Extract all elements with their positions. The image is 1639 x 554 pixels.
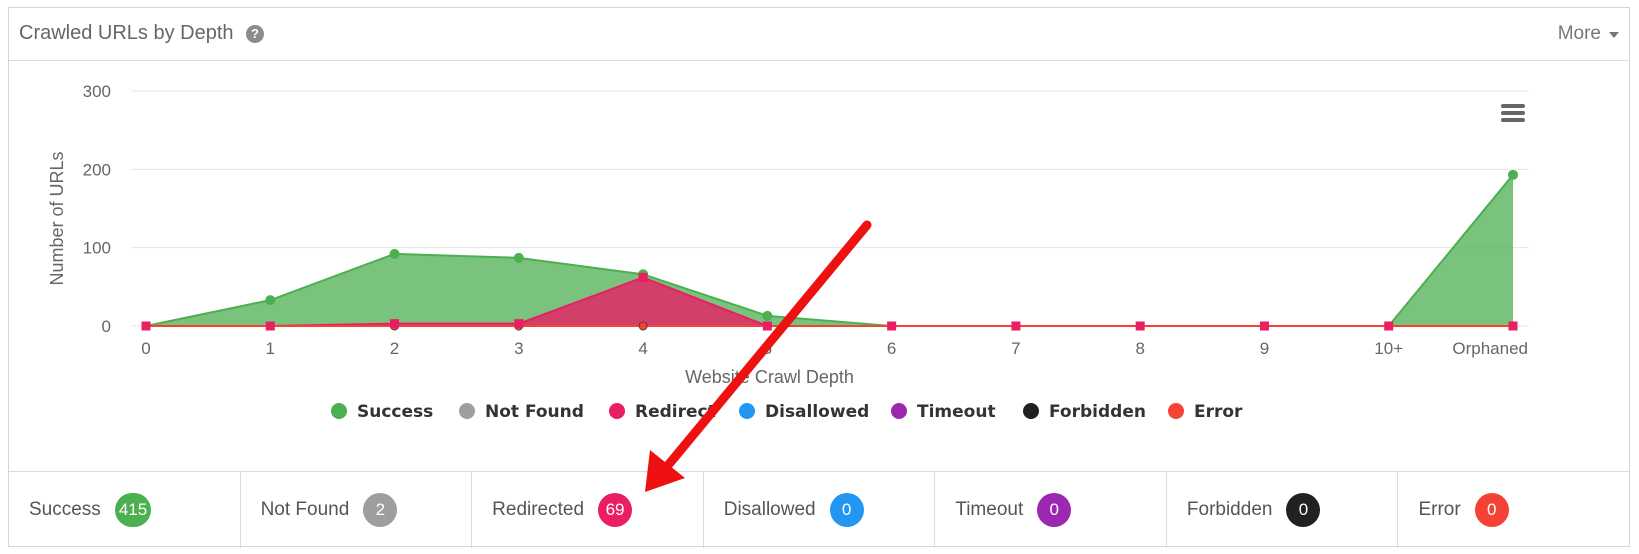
- chart-areas: [145, 174, 1514, 327]
- x-tick-label: 8: [1135, 339, 1144, 358]
- count-badge: 415: [114, 493, 152, 527]
- hamburger-menu-icon[interactable]: [1501, 104, 1525, 122]
- count-badge: 0: [1286, 493, 1321, 527]
- legend-item-not-found[interactable]: Not Found: [459, 402, 584, 422]
- legend-item-forbidden[interactable]: Forbidden: [1023, 402, 1146, 422]
- stat-label: Error: [1418, 499, 1461, 520]
- caret-down-icon[interactable]: [1609, 32, 1619, 38]
- point-redirect[interactable]: [514, 319, 524, 329]
- point-success[interactable]: [389, 248, 400, 259]
- x-axis-ticks: 0 1 2 3 4 5 6 7 8 9 10+ Orphaned: [141, 339, 1528, 358]
- point-redirect[interactable]: [141, 321, 151, 331]
- point-success[interactable]: [265, 295, 276, 306]
- x-tick-label: 3: [514, 339, 523, 358]
- stat-success[interactable]: Success 415: [9, 472, 241, 548]
- legend-marker: [331, 403, 347, 419]
- count-badge: 0: [1037, 493, 1072, 527]
- stat-label: Disallowed: [723, 499, 816, 520]
- chart-markers: [141, 169, 1518, 331]
- stat-label: Not Found: [260, 499, 350, 520]
- x-tick-label: 6: [887, 339, 896, 358]
- count-badge: 69: [598, 493, 633, 527]
- point-redirect[interactable]: [1508, 321, 1518, 331]
- point-success[interactable]: [762, 310, 773, 321]
- stat-label: Redirected: [492, 499, 585, 520]
- x-axis-title: Website Crawl Depth: [685, 367, 854, 387]
- x-tick-label: 1: [266, 339, 275, 358]
- legend-marker: [459, 403, 475, 419]
- point-error[interactable]: [638, 321, 648, 331]
- stat-timeout[interactable]: Timeout 0: [935, 472, 1167, 548]
- point-success[interactable]: [1508, 169, 1518, 180]
- legend-label: Timeout: [917, 402, 996, 422]
- crawl-depth-chart: 0 1 2 3 4 5 6 7 8 9 10+ Orphaned 0 100 200 300 Website…: [47, 82, 1529, 422]
- count-badge: 2: [363, 493, 398, 527]
- stat-label: Success: [29, 499, 101, 520]
- crawled-urls-panel: Crawled URLs by Depth ? More 0 1 2 3 4 5 6 7 8 9 1…: [8, 7, 1630, 548]
- x-tick-label: 10+: [1374, 339, 1403, 358]
- count-badge: 0: [1474, 493, 1509, 527]
- chart-legend: Success Not Found Redirect Disallowed Timeou…: [331, 402, 1243, 422]
- count-badge: 0: [829, 493, 864, 527]
- stat-forbidden[interactable]: Forbidden 0: [1167, 472, 1399, 548]
- x-tick-label: 4: [638, 339, 647, 358]
- question-circle-icon[interactable]: ?: [246, 25, 264, 43]
- stat-label: Forbidden: [1186, 499, 1273, 520]
- legend-marker: [891, 403, 907, 419]
- legend-marker: [1168, 403, 1184, 419]
- point-redirect[interactable]: [390, 319, 400, 329]
- stat-error[interactable]: Error 0: [1398, 472, 1629, 548]
- legend-marker: [739, 403, 755, 419]
- panel-title: Crawled URLs by Depth: [19, 22, 234, 44]
- legend-item-timeout[interactable]: Timeout: [891, 402, 996, 422]
- legend-label: Disallowed: [765, 402, 869, 422]
- point-redirect[interactable]: [887, 321, 897, 331]
- point-redirect[interactable]: [1384, 321, 1394, 331]
- area-success: [146, 174, 1513, 326]
- point-success[interactable]: [513, 252, 524, 263]
- legend-label: Error: [1194, 402, 1243, 422]
- legend-item-error[interactable]: Error: [1168, 402, 1243, 422]
- point-redirect[interactable]: [1011, 321, 1021, 331]
- x-tick-label: Orphaned: [1452, 339, 1528, 358]
- stat-label: Timeout: [955, 499, 1024, 520]
- point-redirect[interactable]: [1259, 321, 1269, 331]
- legend-item-success[interactable]: Success: [331, 402, 433, 422]
- legend-item-redirect[interactable]: Redirect: [609, 402, 716, 422]
- legend-item-disallowed[interactable]: Disallowed: [739, 402, 869, 422]
- stat-disallowed[interactable]: Disallowed 0: [704, 472, 936, 548]
- point-redirect[interactable]: [265, 321, 275, 331]
- x-tick-label: 5: [763, 339, 772, 358]
- point-redirect[interactable]: [762, 321, 772, 331]
- y-tick-label: 100: [83, 239, 111, 258]
- y-axis-ticks: 0 100 200 300: [83, 82, 111, 336]
- legend-label: Not Found: [485, 402, 584, 422]
- stat-redirected[interactable]: Redirected 69: [472, 472, 704, 548]
- legend-label: Redirect: [635, 402, 716, 422]
- y-tick-label: 300: [83, 82, 111, 101]
- x-tick-label: 9: [1260, 339, 1269, 358]
- x-tick-label: 2: [390, 339, 399, 358]
- y-axis-title: Number of URLs: [47, 151, 67, 285]
- y-tick-label: 200: [83, 160, 111, 179]
- point-redirect[interactable]: [638, 272, 648, 282]
- stat-not-found[interactable]: Not Found 2: [241, 472, 473, 548]
- x-tick-label: 0: [141, 339, 150, 358]
- legend-label: Forbidden: [1049, 402, 1146, 422]
- point-redirect[interactable]: [1135, 321, 1145, 331]
- y-tick-label: 0: [102, 317, 111, 336]
- x-tick-label: 7: [1011, 339, 1020, 358]
- stats-bar: Success 415 Not Found 2 Redirected 69 Disallow…: [9, 471, 1629, 548]
- legend-marker: [1023, 403, 1039, 419]
- legend-marker: [609, 403, 625, 419]
- more-button[interactable]: More: [1557, 23, 1601, 44]
- legend-label: Success: [357, 402, 433, 422]
- panel-header: Crawled URLs by Depth ? More: [9, 8, 1629, 61]
